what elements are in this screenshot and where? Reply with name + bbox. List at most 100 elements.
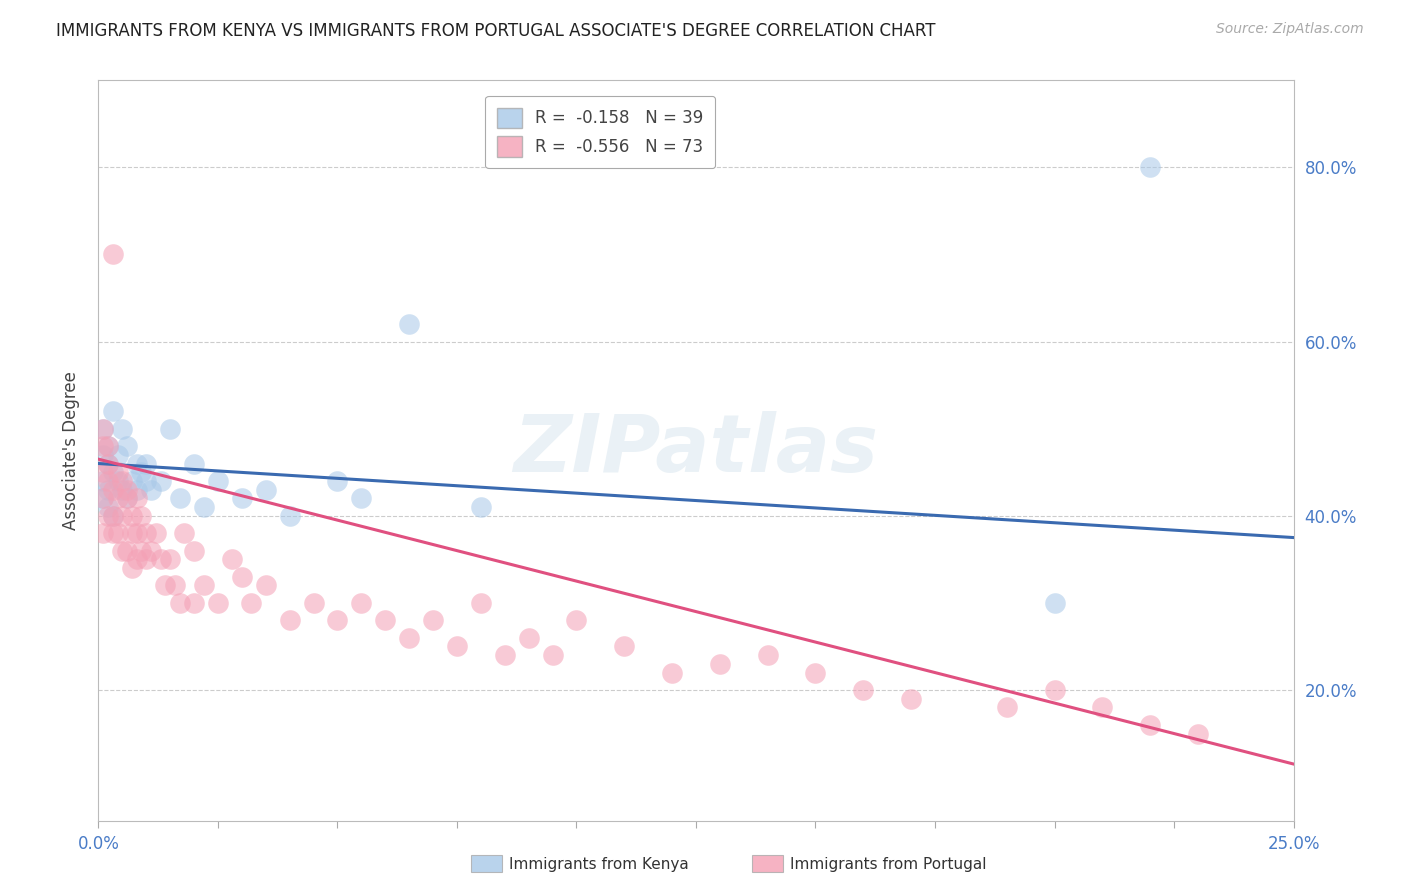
Point xyxy=(159,422,181,436)
Point xyxy=(169,491,191,506)
Point xyxy=(97,474,120,488)
Point xyxy=(302,596,325,610)
Point xyxy=(1091,700,1114,714)
Point xyxy=(207,474,229,488)
Point xyxy=(326,474,349,488)
Point xyxy=(661,665,683,680)
Point xyxy=(97,508,120,523)
Point xyxy=(1043,683,1066,698)
Point xyxy=(470,596,492,610)
Point xyxy=(115,483,138,497)
Point xyxy=(1043,596,1066,610)
Point xyxy=(101,465,124,479)
Y-axis label: Associate's Degree: Associate's Degree xyxy=(62,371,80,530)
Point xyxy=(97,439,120,453)
Point xyxy=(350,596,373,610)
Point xyxy=(139,483,162,497)
Point xyxy=(115,439,138,453)
Text: Immigrants from Kenya: Immigrants from Kenya xyxy=(509,857,689,871)
Point xyxy=(995,700,1018,714)
Point xyxy=(91,491,114,506)
Point xyxy=(115,491,138,506)
Point xyxy=(135,526,157,541)
Point xyxy=(101,508,124,523)
Point xyxy=(121,526,143,541)
Point xyxy=(139,543,162,558)
Point xyxy=(91,465,114,479)
Point xyxy=(183,457,205,471)
Point xyxy=(131,508,153,523)
Point xyxy=(101,404,124,418)
Point xyxy=(97,457,120,471)
Point xyxy=(183,596,205,610)
Point xyxy=(91,439,114,453)
Point xyxy=(101,483,124,497)
Point xyxy=(169,596,191,610)
Point xyxy=(149,552,172,566)
Point xyxy=(107,448,129,462)
Point xyxy=(159,552,181,566)
Point xyxy=(173,526,195,541)
Point xyxy=(111,483,134,497)
Point xyxy=(326,613,349,627)
Point xyxy=(756,648,779,662)
Point xyxy=(565,613,588,627)
Point xyxy=(193,500,215,514)
Point xyxy=(111,422,134,436)
Point xyxy=(1139,718,1161,732)
Point xyxy=(125,483,148,497)
Point xyxy=(398,631,420,645)
Point xyxy=(278,508,301,523)
Point xyxy=(193,578,215,592)
Point xyxy=(97,439,120,453)
Point xyxy=(107,491,129,506)
Point xyxy=(135,552,157,566)
Point xyxy=(221,552,243,566)
Point xyxy=(1187,726,1209,740)
Point xyxy=(101,508,124,523)
Point xyxy=(494,648,516,662)
Text: IMMIGRANTS FROM KENYA VS IMMIGRANTS FROM PORTUGAL ASSOCIATE'S DEGREE CORRELATION: IMMIGRANTS FROM KENYA VS IMMIGRANTS FROM… xyxy=(56,22,936,40)
Point xyxy=(125,526,148,541)
Point xyxy=(131,543,153,558)
Point xyxy=(125,457,148,471)
Point xyxy=(111,543,134,558)
Point xyxy=(107,474,129,488)
Point xyxy=(121,474,143,488)
Point xyxy=(254,483,277,497)
Point xyxy=(155,578,177,592)
Point xyxy=(374,613,396,627)
Point xyxy=(231,491,253,506)
Point xyxy=(254,578,277,592)
Point xyxy=(163,578,186,592)
Point xyxy=(121,561,143,575)
Point xyxy=(446,640,468,654)
Point xyxy=(900,691,922,706)
Point xyxy=(541,648,564,662)
Point xyxy=(111,474,134,488)
Point xyxy=(125,552,148,566)
Point xyxy=(135,457,157,471)
Point xyxy=(231,570,253,584)
Point xyxy=(91,491,114,506)
Point xyxy=(111,508,134,523)
Point xyxy=(422,613,444,627)
Point xyxy=(101,247,124,261)
Point xyxy=(97,457,120,471)
Point xyxy=(517,631,540,645)
Point xyxy=(107,526,129,541)
Point xyxy=(149,474,172,488)
Point xyxy=(115,491,138,506)
Point xyxy=(131,465,153,479)
Legend: R =  -0.158   N = 39, R =  -0.556   N = 73: R = -0.158 N = 39, R = -0.556 N = 73 xyxy=(485,96,716,169)
Point xyxy=(804,665,827,680)
Point xyxy=(1139,161,1161,175)
Point xyxy=(101,526,124,541)
Point xyxy=(278,613,301,627)
Point xyxy=(91,448,114,462)
Point xyxy=(398,317,420,331)
Point xyxy=(207,596,229,610)
Text: Immigrants from Portugal: Immigrants from Portugal xyxy=(790,857,987,871)
Point xyxy=(240,596,263,610)
Point xyxy=(135,474,157,488)
